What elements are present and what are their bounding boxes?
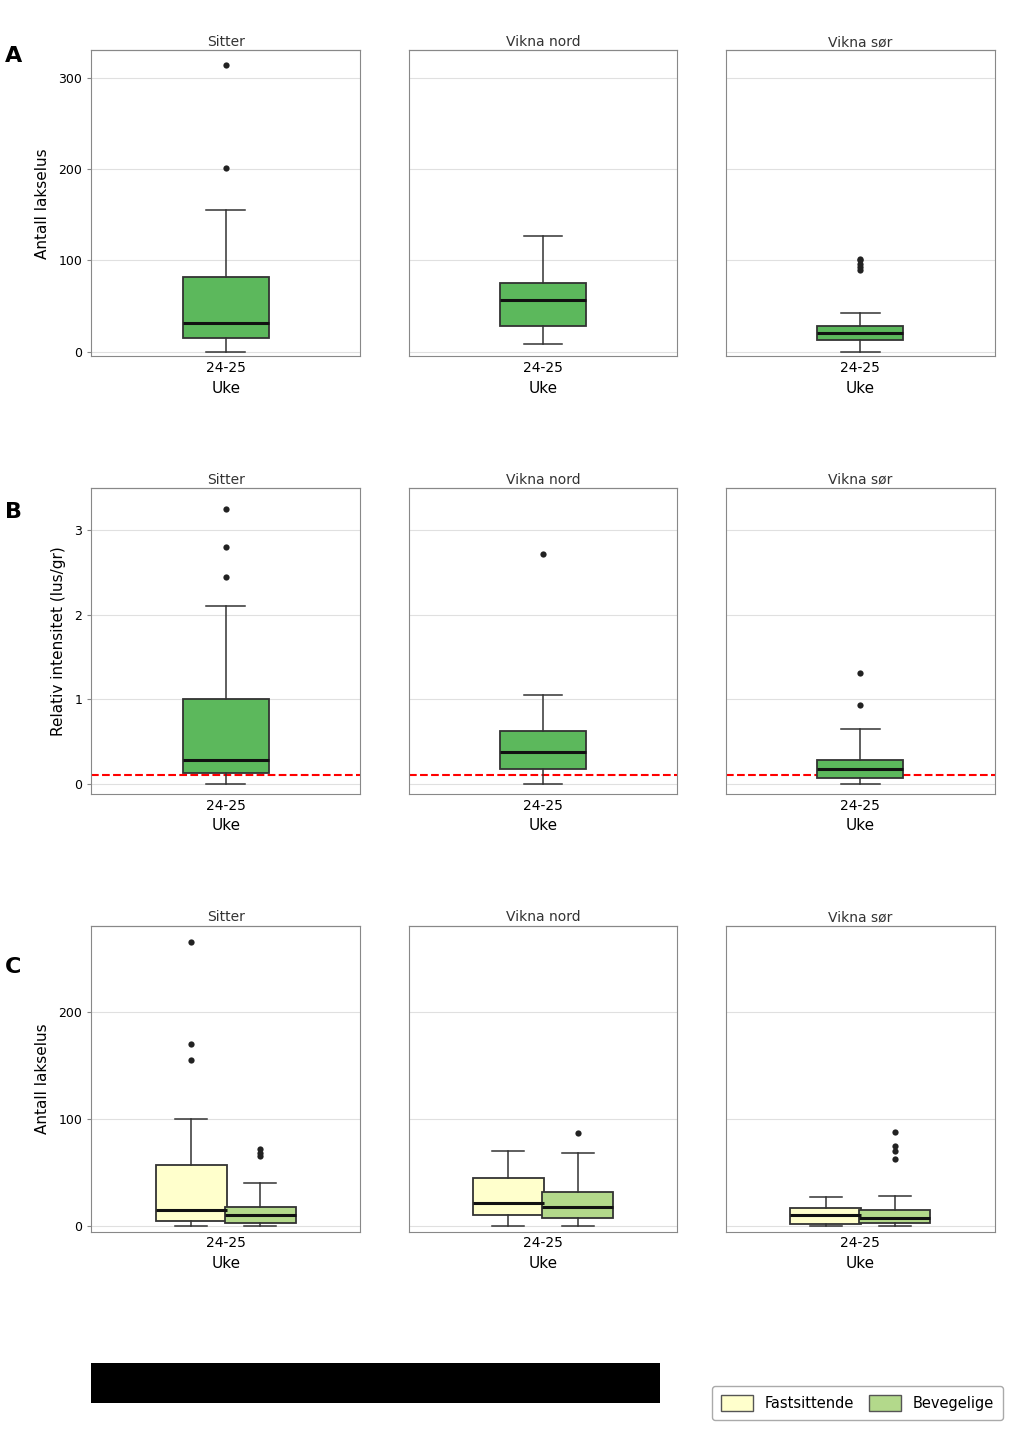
Bar (791, 1207, 862, 1225)
Bar (817, 760, 903, 778)
X-axis label: Uke: Uke (845, 1256, 875, 1271)
Legend: Fastsittende, Bevegelige: Fastsittende, Bevegelige (713, 1386, 1003, 1420)
X-axis label: Uke: Uke (845, 381, 875, 396)
Text: C: C (5, 957, 21, 977)
X-axis label: Sitter: Sitter (207, 911, 245, 924)
X-axis label: Sitter: Sitter (207, 473, 245, 486)
X-axis label: Uke: Uke (211, 1256, 241, 1271)
Bar (155, 1166, 226, 1220)
Bar (183, 699, 269, 773)
X-axis label: Vikna sør: Vikna sør (828, 911, 892, 924)
X-axis label: Uke: Uke (529, 819, 557, 833)
Text: B: B (5, 502, 22, 522)
X-axis label: Vikna sør: Vikna sør (828, 35, 892, 49)
X-axis label: Uke: Uke (211, 819, 241, 833)
Bar (499, 283, 587, 327)
X-axis label: Uke: Uke (845, 819, 875, 833)
X-axis label: Uke: Uke (529, 1256, 557, 1271)
Y-axis label: Antall lakselus: Antall lakselus (36, 1023, 50, 1134)
X-axis label: Uke: Uke (211, 381, 241, 396)
X-axis label: Vikna nord: Vikna nord (505, 473, 581, 486)
Bar (542, 1191, 613, 1217)
Y-axis label: Antall lakselus: Antall lakselus (36, 148, 50, 259)
Text: A: A (5, 46, 22, 66)
X-axis label: Vikna sør: Vikna sør (828, 473, 892, 486)
Bar (499, 731, 587, 768)
Bar (860, 1210, 931, 1223)
Bar (224, 1207, 295, 1223)
Bar (473, 1179, 544, 1216)
X-axis label: Uke: Uke (529, 381, 557, 396)
X-axis label: Vikna nord: Vikna nord (505, 911, 581, 924)
Y-axis label: Relativ intensitet (lus/gr): Relativ intensitet (lus/gr) (51, 545, 66, 735)
X-axis label: Vikna nord: Vikna nord (505, 35, 581, 49)
Bar (817, 327, 903, 340)
X-axis label: Sitter: Sitter (207, 35, 245, 49)
Bar (183, 276, 269, 338)
